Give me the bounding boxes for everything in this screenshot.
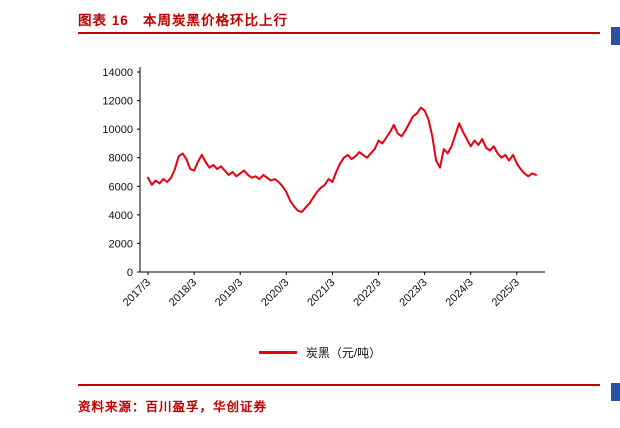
bottom-divider-rule [78, 384, 600, 386]
svg-text:2025/3: 2025/3 [490, 277, 522, 309]
svg-text:6000: 6000 [109, 181, 133, 193]
page-edge-bar-bottom [611, 383, 620, 401]
svg-text:2018/3: 2018/3 [167, 277, 199, 309]
svg-text:2022/3: 2022/3 [351, 277, 383, 309]
legend-line-swatch [258, 351, 297, 354]
svg-text:0: 0 [127, 267, 133, 279]
svg-text:10000: 10000 [102, 124, 133, 136]
chart-title: 图表 16 本周炭黑价格环比上行 [78, 13, 289, 28]
chart-legend: 炭黑（元/吨） [90, 344, 550, 361]
svg-text:2000: 2000 [109, 238, 133, 250]
svg-text:4000: 4000 [109, 210, 133, 222]
top-divider-rule [78, 32, 600, 34]
legend-label: 炭黑（元/吨） [305, 346, 382, 360]
svg-text:2017/3: 2017/3 [121, 277, 153, 309]
page-edge-bar-top [611, 27, 620, 45]
svg-text:2023/3: 2023/3 [397, 277, 429, 309]
svg-text:14000: 14000 [102, 67, 133, 79]
svg-text:2020/3: 2020/3 [259, 277, 291, 309]
svg-text:2024/3: 2024/3 [444, 277, 476, 309]
svg-text:12000: 12000 [102, 96, 133, 108]
source-note: 资料来源：百川盈孚，华创证券 [78, 400, 268, 414]
svg-text:2021/3: 2021/3 [305, 277, 337, 309]
svg-text:8000: 8000 [109, 153, 133, 165]
svg-text:2019/3: 2019/3 [213, 277, 245, 309]
